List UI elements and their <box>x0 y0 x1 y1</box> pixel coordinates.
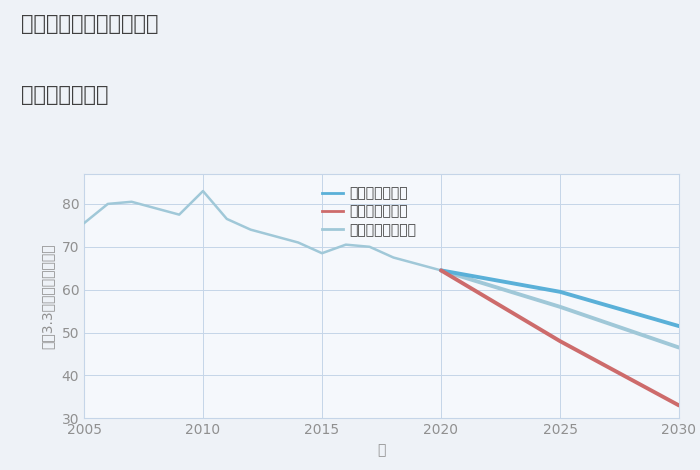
Text: 神奈川県伊勢原市桜台の: 神奈川県伊勢原市桜台の <box>21 14 158 34</box>
X-axis label: 年: 年 <box>377 443 386 457</box>
Legend: グッドシナリオ, バッドシナリオ, ノーマルシナリオ: グッドシナリオ, バッドシナリオ, ノーマルシナリオ <box>316 181 422 243</box>
Y-axis label: 坪（3.3㎡）単価（万円）: 坪（3.3㎡）単価（万円） <box>41 243 55 349</box>
Text: 土地の価格推移: 土地の価格推移 <box>21 85 108 105</box>
